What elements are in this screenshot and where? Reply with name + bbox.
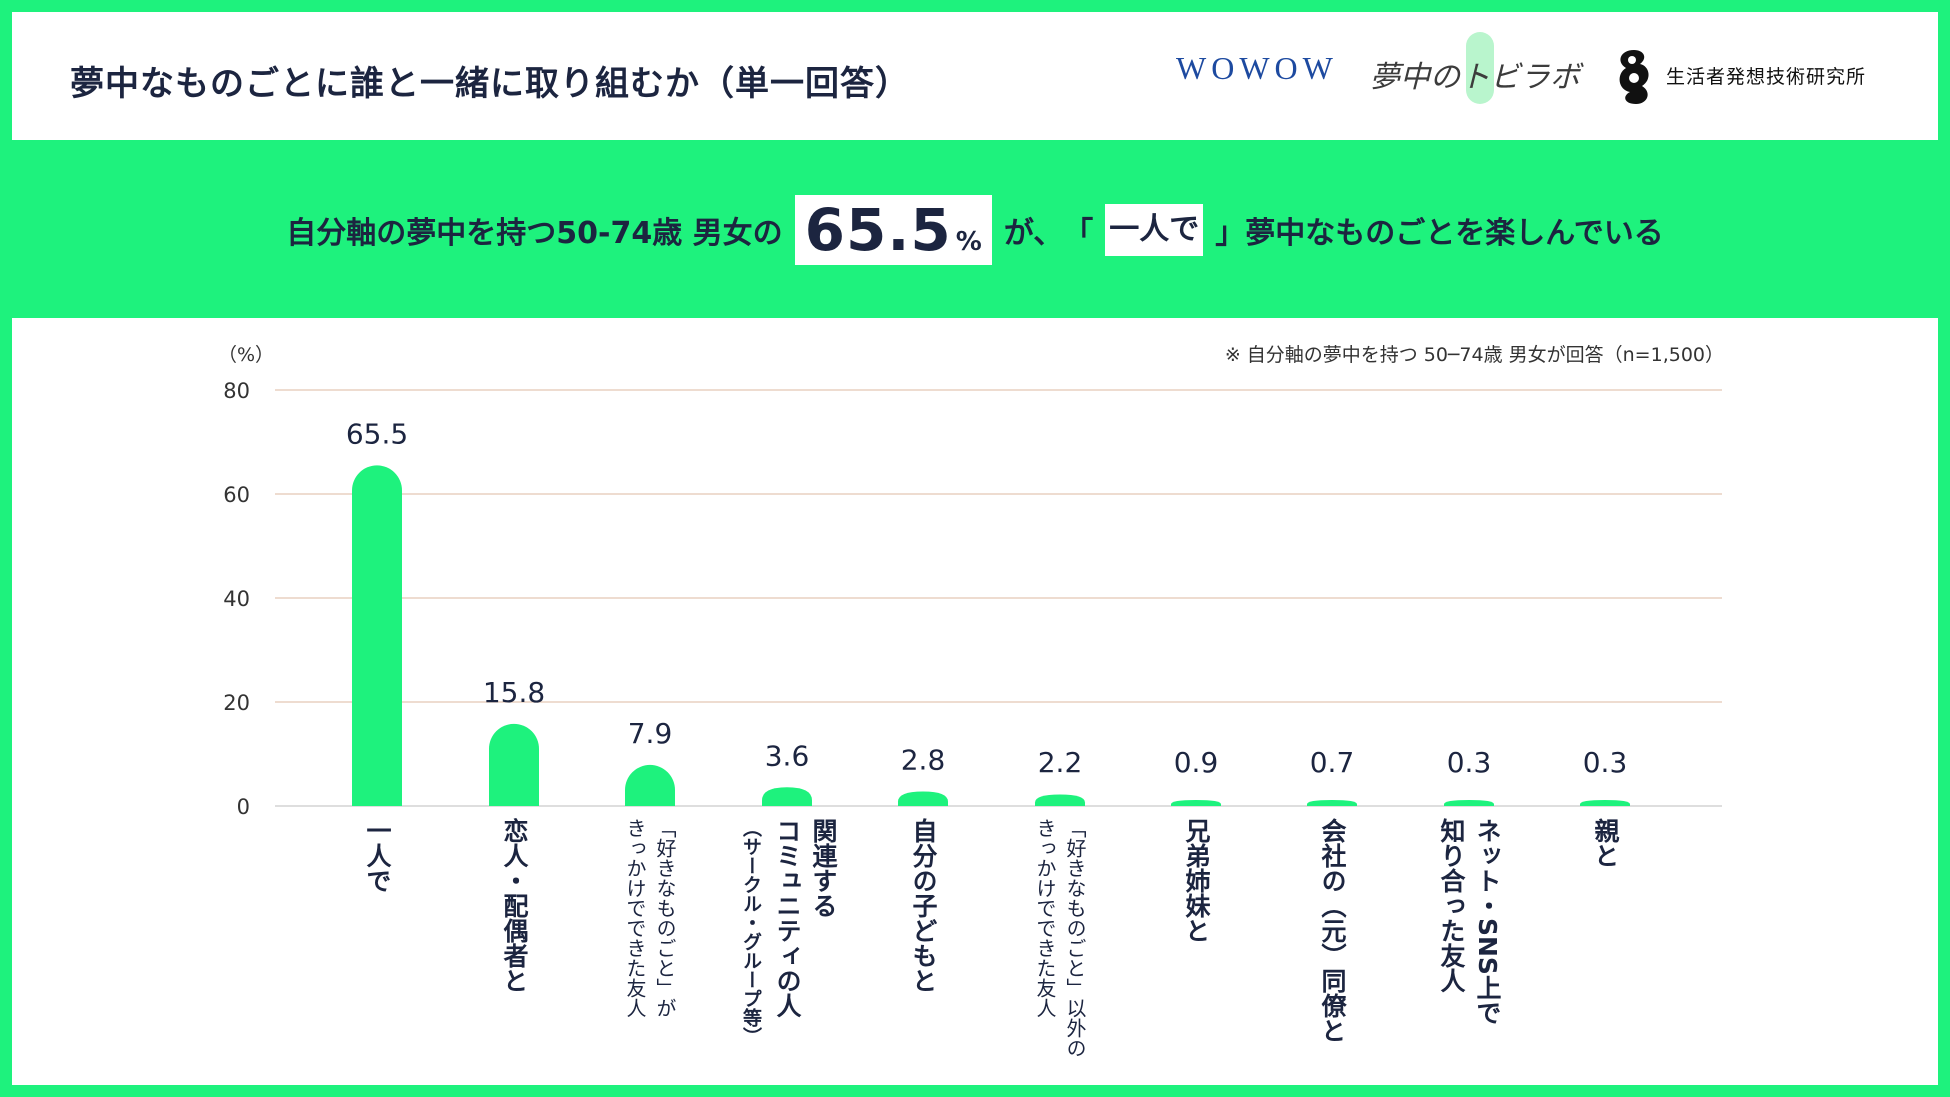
bar-value-label: 2.2 (1038, 746, 1083, 779)
category-label-line: ネット・SNS上で (1473, 818, 1502, 1025)
category-label: 「好きなものごと」以外の きっかけでできた友人 (1030, 818, 1090, 1058)
bar-value-label: 0.3 (1447, 746, 1492, 779)
bar-value-label: 0.3 (1583, 746, 1628, 779)
institute-logo-text: 生活者発想技術研究所 (1666, 66, 1867, 88)
headline-bracket-open: 「 (1063, 216, 1094, 251)
bar (1580, 800, 1630, 806)
y-tick-label: 20 (223, 691, 250, 715)
category-label-line: 親と (1591, 818, 1620, 868)
bar (1444, 800, 1494, 806)
bar (898, 791, 948, 806)
institute-mark-icon (1619, 50, 1649, 104)
page-title: 夢中なものごとに誰と一緒に取り組むか（単一回答） (70, 64, 910, 104)
headline-bracket-close: 」 (1215, 216, 1246, 251)
bar-value-label: 7.9 (628, 717, 673, 750)
category-label: ネット・SNS上で 知り合った友人 (1433, 818, 1505, 1025)
headline-value-box: 65.5% (794, 195, 992, 265)
category-label: 「好きなものごと」が きっかけでできた友人 (620, 818, 680, 1018)
leaf-icon (1466, 32, 1494, 104)
headline-hitori-box: 一人で (1105, 204, 1204, 256)
header-bar: 夢中なものごとに誰と一緒に取り組むか（単一回答） (12, 12, 1938, 140)
category-label-line: コミュニティの人 (773, 818, 802, 1018)
y-unit-label: （%） (218, 344, 275, 366)
category-label: 兄弟姉妹と (1178, 818, 1214, 943)
headline-post: 夢中なものごとを楽しんでいる (1245, 216, 1664, 251)
category-label-line: 恋人・配偶者と (500, 818, 529, 993)
bar (352, 465, 402, 806)
category-label: 恋人・配偶者と (496, 818, 532, 993)
wowow-logo: WOWOW (1176, 50, 1338, 86)
bar-value-label: 3.6 (765, 739, 810, 772)
category-label: 自分の子どもと (905, 818, 941, 993)
lab-logo-text: 夢中のトビラボ (1370, 60, 1580, 95)
sample-note: ※ 自分軸の夢中を持つ 50─74歳 男女が回答（n=1,500） (1224, 344, 1724, 366)
category-label-line: 兄弟姉妹と (1182, 818, 1211, 943)
bar (489, 723, 539, 806)
category-label-line: 「好きなものごと」が (653, 818, 677, 1018)
bar (1171, 800, 1221, 806)
category-label-line: きっかけでできた友人 (623, 818, 647, 1018)
category-label: 一人で (359, 818, 395, 893)
headline-value: 65.5 (804, 196, 952, 264)
bar-value-label: 65.5 (346, 417, 408, 450)
y-tick-label: 80 (223, 379, 250, 403)
category-label-line: 「好きなものごと」以外の (1063, 818, 1087, 1058)
category-label-line: 会社の（元）同僚と (1318, 818, 1347, 1043)
bar (762, 787, 812, 806)
category-label-line: きっかけでできた友人 (1033, 818, 1057, 1018)
category-label: 会社の（元）同僚と (1314, 818, 1350, 1043)
category-label-line: 一人で (363, 818, 392, 893)
bar (1035, 794, 1085, 806)
headline-mid: が、 (1003, 216, 1064, 251)
bar-value-label: 0.9 (1174, 746, 1219, 779)
headline: 自分軸の夢中を持つ50-74歳 男女の 65.5% が、 「 一人で 」 夢中な… (0, 190, 1950, 270)
bar-value-label: 0.7 (1310, 746, 1355, 779)
y-tick-label: 60 (223, 483, 250, 507)
bar (625, 764, 675, 806)
bar-value-label: 15.8 (483, 676, 545, 709)
y-tick-label: 0 (237, 795, 250, 819)
category-label-line: 知り合った友人 (1437, 818, 1466, 993)
y-tick-label: 40 (223, 587, 250, 611)
headline-pre: 自分軸の夢中を持つ50-74歳 男女の (286, 216, 783, 251)
category-label-line: 自分の子どもと (909, 818, 938, 993)
headline-pct: % (955, 227, 982, 257)
category-label: 親と (1587, 818, 1623, 868)
bar-value-label: 2.8 (901, 743, 946, 776)
category-label-line: （サークル・グループ等） (740, 818, 762, 1046)
category-label-line: 関連する (809, 818, 838, 918)
lab-logo: 夢中のトビラボ (1370, 30, 1580, 110)
headline-hitori: 一人で (1109, 212, 1200, 247)
bar (1307, 800, 1357, 806)
category-label: 関連する コミュニティの人 （サークル・グループ等） (733, 818, 841, 1046)
